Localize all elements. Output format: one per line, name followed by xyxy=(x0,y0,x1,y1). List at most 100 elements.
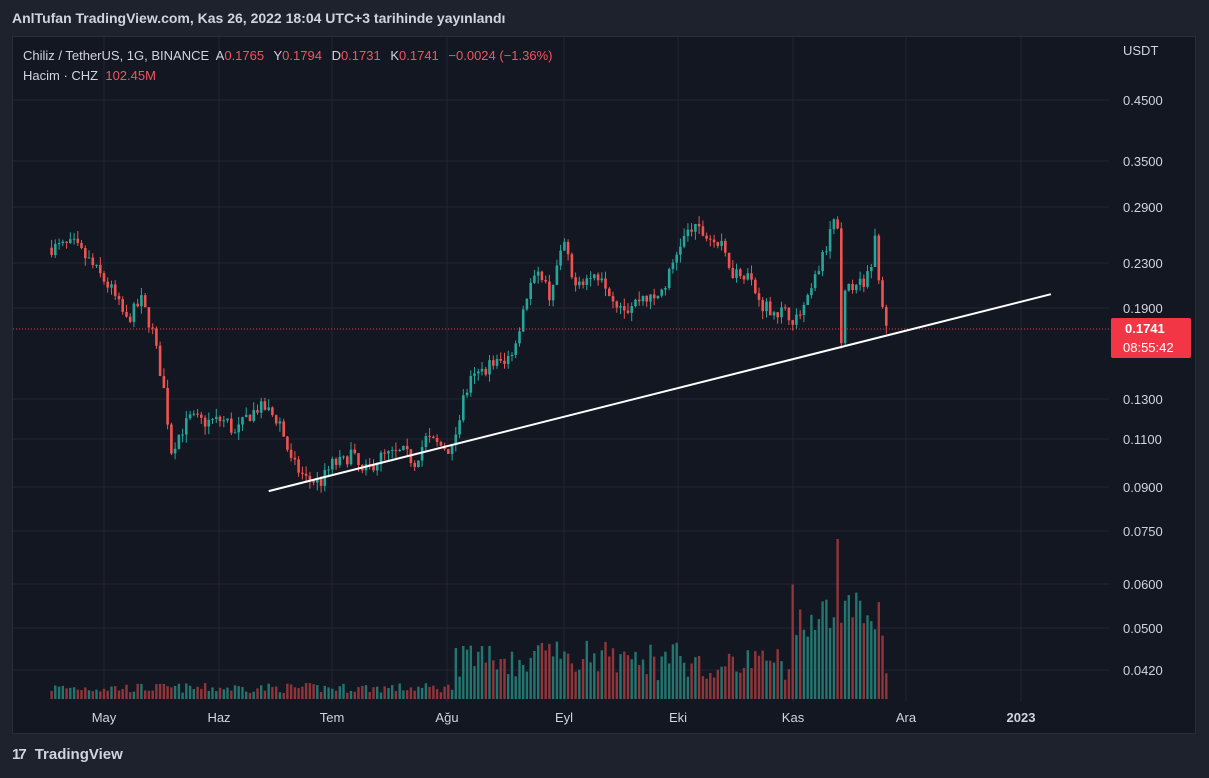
candle-body xyxy=(529,282,532,299)
volume-bar xyxy=(177,683,181,699)
volume-bar xyxy=(821,601,824,699)
candle-body xyxy=(776,312,779,318)
trendline[interactable] xyxy=(268,293,1052,493)
volume-bar xyxy=(630,659,633,699)
price-tick-label: 0.0500 xyxy=(1123,621,1163,636)
candle-body xyxy=(394,450,398,452)
footer-brand[interactable]: 17 TradingView xyxy=(12,746,123,763)
volume-bar xyxy=(117,690,121,699)
candle-body xyxy=(473,373,476,376)
volume-bar xyxy=(353,691,356,699)
candle-body xyxy=(69,239,72,243)
price-axis[interactable]: USDT 0.4500 0.3500 0.2900 0.2300 0.1900 0.130… xyxy=(1123,43,1163,678)
candle-body xyxy=(783,307,787,309)
candle-body xyxy=(690,229,693,232)
volume-bar xyxy=(140,683,143,699)
candle-body xyxy=(581,281,585,285)
candle-body xyxy=(230,418,233,433)
volume-bar xyxy=(147,690,151,699)
candlesticks xyxy=(50,216,888,493)
candle-body xyxy=(593,274,596,279)
time-tick-label: Eyl xyxy=(555,710,573,725)
candle-body xyxy=(203,417,207,427)
candle-body xyxy=(338,456,342,465)
price-tick-label: 0.4500 xyxy=(1123,93,1163,108)
candle-body xyxy=(701,226,705,236)
volume-bar xyxy=(252,691,255,699)
candle-body xyxy=(151,327,154,329)
volume-bar xyxy=(477,651,480,699)
volume-bar xyxy=(836,539,839,699)
volume-bar xyxy=(724,666,727,699)
candle-body xyxy=(226,418,229,421)
volume-bar xyxy=(447,684,450,699)
time-tick-label: May xyxy=(92,710,117,725)
volume-bar xyxy=(843,600,847,699)
volume-bar xyxy=(735,671,738,699)
candle-body xyxy=(87,257,91,259)
candle-body xyxy=(843,290,847,344)
candle-body xyxy=(641,295,645,302)
candle-body xyxy=(877,235,881,281)
volume-bar xyxy=(125,684,128,699)
time-tick-label: Eki xyxy=(669,710,687,725)
candle-body xyxy=(559,250,562,266)
candle-body xyxy=(503,360,506,364)
volume-label: Hacim · CHZ xyxy=(23,68,99,83)
candle-body xyxy=(596,274,600,281)
candle-body xyxy=(611,296,615,302)
volume-bar xyxy=(731,656,734,699)
time-axis[interactable]: May Haz Tem Ağu Eyl Eki Kas Ara 2023 xyxy=(92,710,1036,725)
volume-bar xyxy=(709,673,712,699)
volume-bar xyxy=(660,656,663,699)
volume-bar xyxy=(514,676,517,699)
volume-bar xyxy=(593,653,596,699)
volume-bar xyxy=(443,686,446,699)
volume-bar xyxy=(76,689,79,699)
chart-panel[interactable]: USDT 0.4500 0.3500 0.2900 0.2300 0.1900 0.130… xyxy=(12,36,1196,734)
volume-bar xyxy=(136,683,139,699)
candle-body xyxy=(327,469,330,471)
candle-body xyxy=(566,241,570,255)
candle-body xyxy=(113,284,117,296)
volume-bar xyxy=(885,673,888,699)
candle-body xyxy=(682,236,686,247)
volume-bar xyxy=(185,683,188,699)
volume-bar xyxy=(559,658,562,699)
volume-bar xyxy=(275,686,278,699)
volume-bar xyxy=(263,690,267,699)
volume-bar xyxy=(248,692,252,699)
candle-body xyxy=(357,453,360,465)
candle-body xyxy=(735,269,738,278)
candle-body xyxy=(600,278,604,281)
time-tick-label: Tem xyxy=(320,710,345,725)
candle-body xyxy=(495,359,499,366)
price-chart[interactable]: USDT 0.4500 0.3500 0.2900 0.2300 0.1900 0.130… xyxy=(13,37,1196,734)
volume-bar xyxy=(802,629,806,699)
volume-bar xyxy=(589,662,592,699)
volume-bar xyxy=(121,689,124,699)
candle-body xyxy=(106,281,109,288)
volume-bar xyxy=(873,629,877,699)
volume-bar xyxy=(469,645,472,699)
candle-body xyxy=(821,252,824,272)
candle-body xyxy=(458,420,461,435)
volume-bar xyxy=(705,678,708,699)
volume-bar xyxy=(634,651,637,699)
volume-bar xyxy=(106,690,109,699)
volume-bar xyxy=(608,656,611,699)
candle-body xyxy=(263,401,267,410)
candle-body xyxy=(656,295,660,299)
candle-body xyxy=(608,288,611,296)
volume-bar xyxy=(110,686,113,699)
volume-bar xyxy=(817,619,821,699)
high-value: 0.1794 xyxy=(282,48,322,63)
volume-bar xyxy=(813,630,817,699)
volume-bar xyxy=(338,686,341,699)
volume-bar xyxy=(574,671,577,699)
candle-body xyxy=(241,417,244,425)
volume-bar xyxy=(585,640,588,699)
candle-body xyxy=(585,278,589,285)
candle-body xyxy=(847,283,851,291)
volume-bar xyxy=(192,689,195,699)
